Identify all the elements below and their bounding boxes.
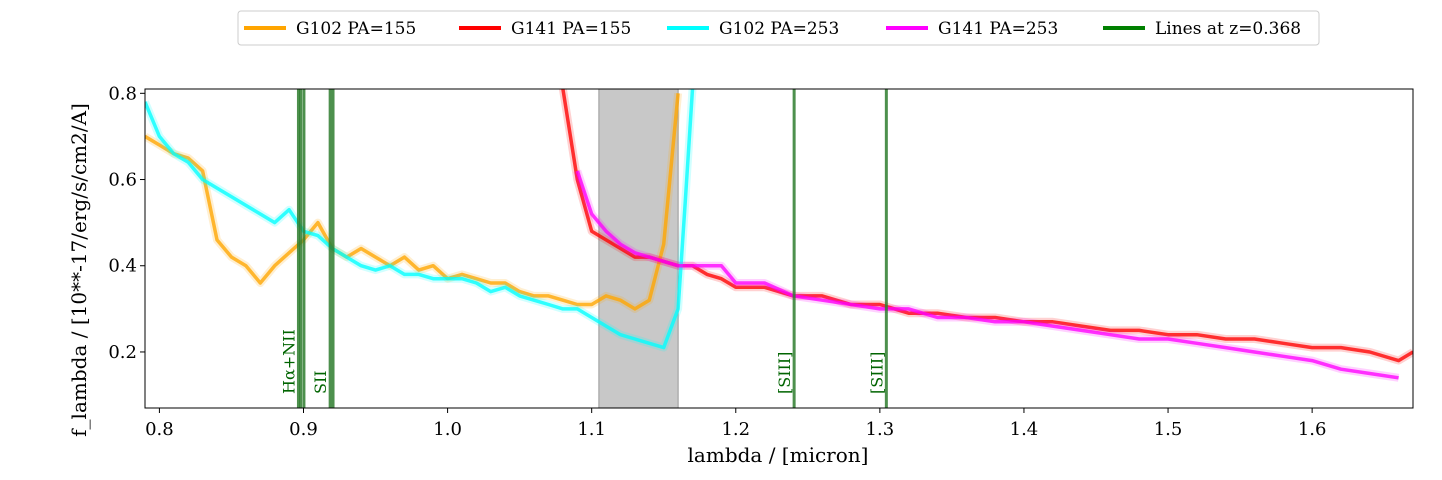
plot-frame	[144, 88, 1414, 409]
legend: G102 PA=155 G141 PA=155 G102 PA=253 G141 PA…	[237, 10, 1320, 46]
plot-content	[145, 89, 1413, 408]
y-tick-label: 0.8	[108, 83, 137, 104]
x-tick-label: 1.5	[1154, 419, 1183, 440]
emission-line-label: [SIII]	[867, 352, 886, 394]
x-tick-label: 0.8	[145, 419, 174, 440]
legend-label: G102 PA=253	[719, 19, 839, 39]
y-axis-label: f_lambda / [10**-17/erg/s/cm2/A]	[67, 103, 91, 437]
y-tick-label: 0.4	[108, 256, 137, 277]
x-tick-label: 1.2	[721, 419, 750, 440]
legend-box	[237, 10, 1320, 46]
plot-area: Hα+NII SII [SIII] [SIII]	[145, 89, 1413, 408]
emission-line-label: SII	[311, 370, 330, 394]
legend-label: G102 PA=155	[296, 19, 416, 39]
x-tick-label: 1.0	[433, 419, 462, 440]
y-tick-label: 0.2	[108, 342, 137, 363]
x-tick-label: 1.6	[1298, 419, 1327, 440]
series-2-line	[145, 89, 695, 350]
legend-label: G141 PA=155	[511, 19, 631, 39]
legend-label: Lines at z=0.368	[1155, 19, 1301, 39]
x-axis-label: lambda / [micron]	[688, 443, 869, 467]
x-tick-label: 1.4	[1010, 419, 1039, 440]
x-tick-label: 0.9	[289, 419, 318, 440]
emission-line-label: Hα+NII	[279, 329, 298, 394]
shaded-region	[598, 89, 679, 408]
x-tick-label: 1.1	[577, 419, 606, 440]
y-tick-label: 0.6	[108, 170, 137, 191]
x-tick-label: 1.3	[866, 419, 895, 440]
series-0-line	[145, 93, 680, 311]
legend-label: G141 PA=253	[938, 19, 1058, 39]
axes: 0.8 0.9 1.0 1.1 1.2 1.3 1.4 1.5 1.6 0.2 0.4 0.6 0.8	[108, 83, 1414, 440]
emission-line-label: [SIII]	[775, 352, 794, 394]
series-3-line	[575, 170, 1399, 380]
